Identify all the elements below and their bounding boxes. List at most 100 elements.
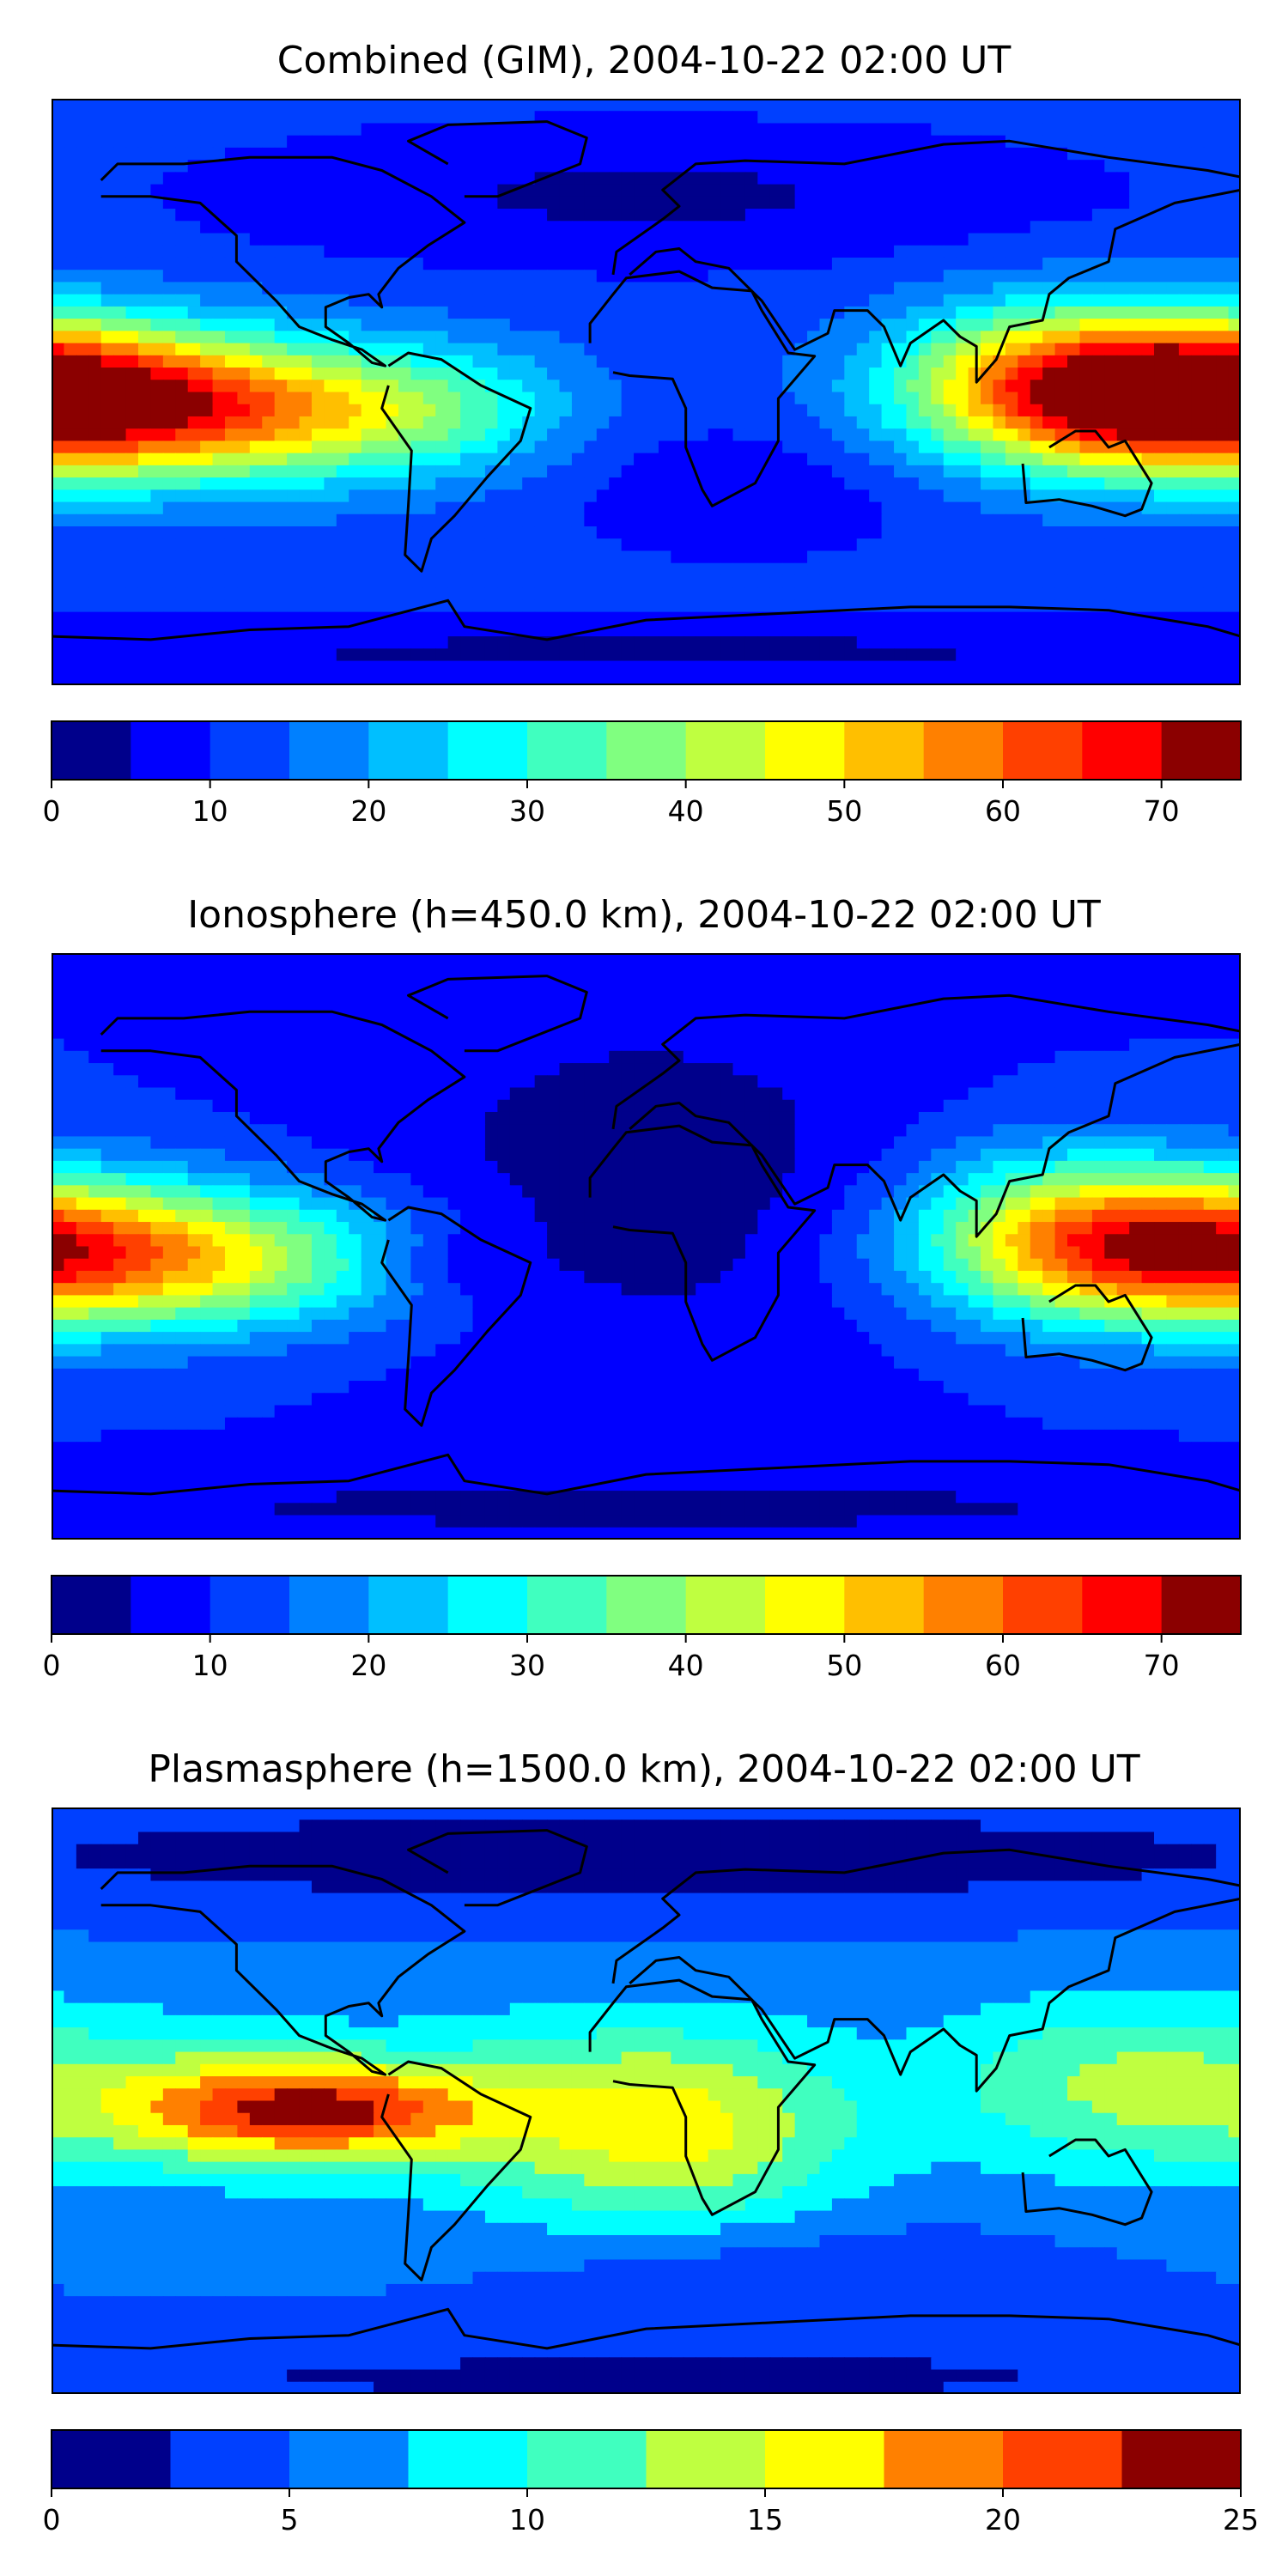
field-cell [100, 282, 114, 295]
field-cell [1042, 160, 1056, 173]
field-cell [658, 343, 671, 356]
field-cell [361, 270, 374, 283]
field-cell [844, 977, 858, 991]
field-cell [386, 221, 399, 234]
field-cell [386, 111, 399, 125]
field-cell [1154, 306, 1168, 319]
field-cell [162, 331, 176, 344]
field-cell [410, 550, 424, 564]
field-cell [831, 257, 845, 270]
field-cell [744, 538, 758, 552]
field-cell [1054, 526, 1068, 539]
field-cell [584, 184, 598, 197]
field-cell [76, 294, 89, 307]
field-cell [683, 672, 696, 685]
field-cell [1067, 380, 1081, 393]
field-cell [931, 453, 945, 466]
field-cell [299, 428, 313, 442]
field-cell [249, 233, 263, 246]
field-cell [311, 135, 325, 149]
field-cell [1166, 282, 1180, 295]
field-cell [1178, 319, 1192, 331]
field-cell [869, 977, 883, 991]
field-cell [634, 368, 647, 380]
field-cell [1191, 477, 1205, 490]
field-cell [1166, 977, 1180, 991]
field-cell [125, 965, 139, 979]
field-cell [993, 245, 1006, 258]
field-cell [547, 221, 561, 234]
field-cell [596, 392, 610, 405]
field-cell [596, 343, 610, 356]
field-cell [274, 392, 288, 405]
field-cell [534, 440, 548, 454]
field-cell [769, 489, 783, 503]
field-cell [1141, 660, 1155, 674]
field-cell [125, 282, 139, 295]
field-cell [484, 184, 498, 197]
field-cell [1030, 513, 1043, 527]
field-cell [262, 135, 276, 149]
field-cell [968, 380, 981, 393]
field-cell [1054, 380, 1068, 393]
field-cell [64, 416, 77, 429]
field-cell [584, 221, 598, 234]
field-cell [274, 477, 288, 490]
field-cell [646, 636, 659, 649]
field-cell [1154, 672, 1168, 685]
field-cell [720, 526, 734, 539]
field-cell [621, 160, 635, 173]
field-cell [720, 306, 734, 319]
field-cell [249, 440, 263, 454]
field-cell [113, 965, 127, 979]
field-cell [249, 977, 263, 991]
field-cell [324, 380, 337, 393]
field-cell [794, 380, 808, 393]
field-cell [757, 135, 771, 149]
field-cell [1203, 562, 1217, 576]
field-cell [1154, 319, 1168, 331]
field-cell [137, 587, 152, 600]
field-cell [311, 440, 325, 454]
field-cell [956, 404, 969, 417]
field-cell [262, 428, 276, 442]
field-cell [386, 636, 399, 649]
field-cell [187, 111, 201, 125]
field-cell [125, 501, 139, 515]
field-cell [336, 306, 349, 319]
field-cell [200, 221, 214, 234]
field-cell [447, 574, 461, 588]
field-cell [869, 526, 883, 539]
field-cell [807, 355, 821, 368]
field-cell [534, 660, 548, 674]
field-cell [1030, 245, 1043, 258]
field-cell [1005, 294, 1018, 307]
field-cell [696, 465, 709, 478]
field-cell [1154, 257, 1168, 270]
field-cell [769, 965, 783, 979]
field-cell [361, 636, 374, 649]
field-cell [509, 209, 523, 222]
field-cell [671, 282, 684, 295]
field-cell [76, 477, 89, 490]
field-cell [361, 245, 374, 258]
field-cell [522, 465, 536, 478]
field-cell [311, 636, 325, 649]
field-cell [1005, 368, 1018, 380]
field-cell [696, 245, 709, 258]
field-cell [249, 513, 263, 527]
field-cell [336, 599, 349, 613]
field-cell [299, 465, 313, 478]
field-cell [906, 257, 920, 270]
field-cell [299, 99, 313, 112]
field-cell [1104, 477, 1118, 490]
field-cell [1129, 343, 1143, 356]
field-cell [175, 270, 189, 283]
field-cell [658, 319, 671, 331]
field-cell [262, 611, 276, 625]
field-cell [993, 233, 1006, 246]
field-cell [696, 562, 709, 576]
field-cell [125, 221, 139, 234]
field-cell [819, 99, 833, 112]
field-cell [1178, 270, 1192, 283]
